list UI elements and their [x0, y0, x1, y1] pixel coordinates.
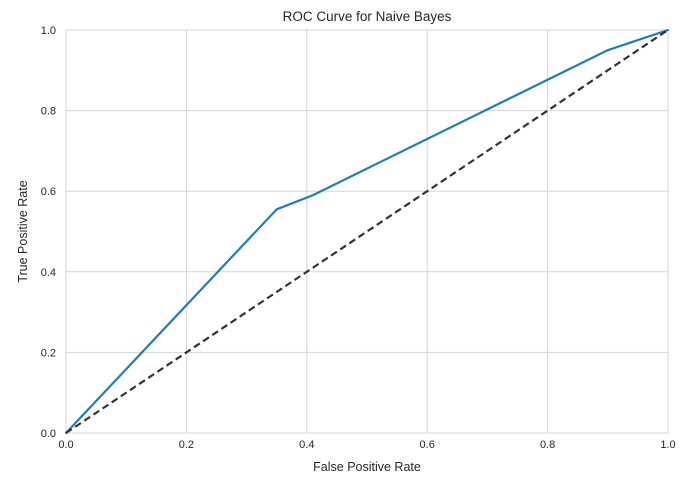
- x-tick-label: 1.0: [660, 439, 675, 451]
- x-tick-label: 0.0: [58, 439, 73, 451]
- series-group: [64, 28, 670, 435]
- y-axis-ticks: 0.0 0.2 0.4 0.6 0.8 1.0: [41, 25, 56, 440]
- y-axis-label: True Positive Rate: [16, 180, 30, 282]
- y-tick-label: 0.4: [41, 267, 56, 279]
- x-axis-ticks: 0.0 0.2 0.4 0.6 0.8 1.0: [58, 439, 675, 451]
- x-axis-label: False Positive Rate: [313, 460, 421, 474]
- y-tick-label: 0.6: [41, 186, 56, 198]
- baseline-dashed-line: [65, 29, 669, 434]
- y-tick-label: 0.2: [41, 347, 56, 359]
- gridlines: [65, 29, 669, 434]
- x-tick-label: 0.6: [420, 439, 435, 451]
- y-tick-label: 0.8: [41, 106, 56, 118]
- x-tick-label: 0.2: [179, 439, 194, 451]
- y-tick-label: 0.0: [41, 428, 56, 440]
- y-tick-label: 1.0: [41, 25, 56, 37]
- roc-curve-line: [64, 28, 670, 435]
- x-tick-label: 0.8: [540, 439, 555, 451]
- chart-title: ROC Curve for Naive Bayes: [283, 9, 452, 24]
- x-tick-label: 0.4: [299, 439, 314, 451]
